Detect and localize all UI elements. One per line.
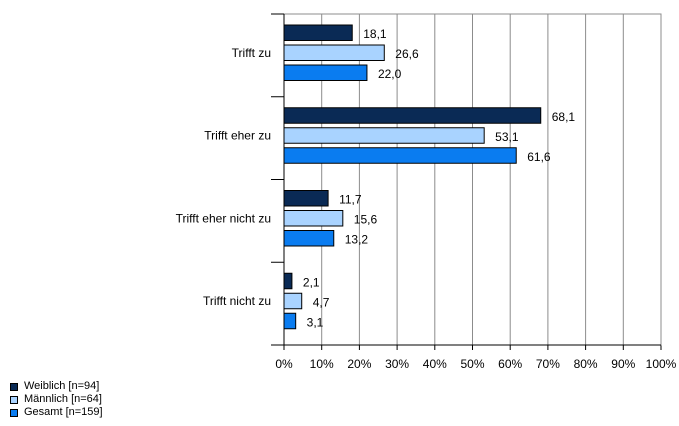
legend-label: Gesamt [n=159] [24,406,103,418]
data-label: 4,7 [313,295,330,309]
x-tick-label: 80% [574,357,598,371]
data-label: 26,6 [395,47,419,61]
bar [283,147,517,164]
x-tick-label: 10% [310,357,334,371]
data-label: 13,2 [345,233,369,247]
bar [283,190,329,207]
y-tick-label: Trifft zu [232,46,271,60]
bar [283,272,293,290]
bar [283,64,368,81]
data-label: 53,1 [495,130,519,144]
bar [283,312,297,330]
x-tick-label: 20% [347,357,371,371]
bar [283,230,335,247]
bar [283,24,353,41]
x-tick-label: 30% [385,357,409,371]
y-tick-label: Trifft eher zu [204,129,271,143]
data-label: 61,6 [527,150,551,164]
legend-label: Männlich [n=64] [24,393,102,405]
legend-swatch [10,382,18,391]
x-tick-label: 0% [275,357,293,371]
legend-label: Weiblich [n=94] [24,380,100,392]
legend-item: Weiblich [n=94] [10,380,103,393]
x-tick-label: 40% [423,357,447,371]
data-label: 18,1 [363,27,387,41]
data-label: 11,7 [339,193,362,207]
bar [283,107,542,124]
bar [283,44,385,61]
x-tick-label: 60% [498,357,522,371]
legend: Weiblich [n=94] Männlich [n=64] Gesamt [n=… [10,380,103,419]
legend-item: Gesamt [n=159] [10,406,103,419]
y-tick-label: Trifft eher nicht zu [176,211,271,225]
data-label: 2,1 [303,275,320,289]
legend-swatch [10,395,18,404]
bar [283,210,344,227]
x-tick-label: 50% [460,357,484,371]
data-label: 68,1 [552,110,576,124]
y-tick-label: Trifft nicht zu [203,294,271,308]
legend-item: Männlich [n=64] [10,393,103,406]
bar [283,292,303,310]
x-tick-label: 70% [536,357,560,371]
legend-swatch [10,408,18,417]
data-label: 22,0 [378,67,402,81]
data-label: 3,1 [307,315,324,329]
x-tick-label: 100% [646,357,677,371]
bar [283,127,485,144]
x-tick-label: 90% [611,357,635,371]
data-label: 15,6 [354,213,378,227]
